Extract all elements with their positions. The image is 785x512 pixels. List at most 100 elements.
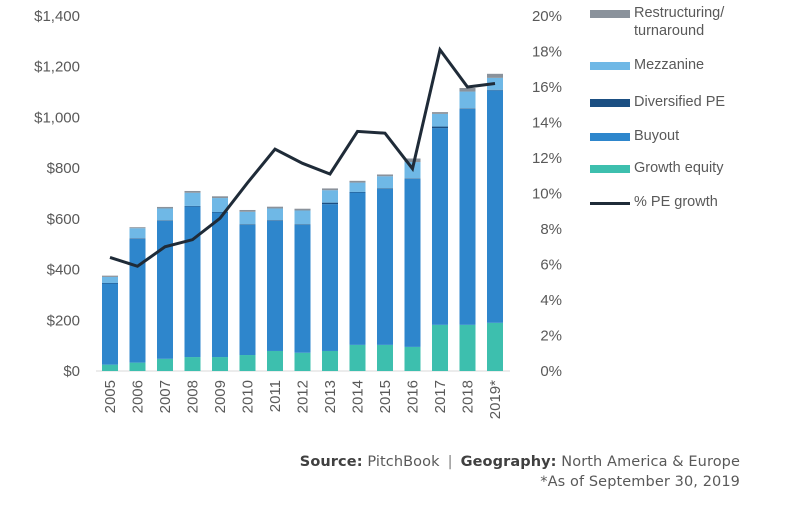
y-tick-label-left: $1,200 <box>34 59 80 76</box>
legend-item-restructuring: Restructuring/ turnaround <box>590 4 774 40</box>
bar-segment-diversified-pe <box>404 178 421 179</box>
bar-segment-buyout <box>377 188 393 345</box>
chart: $0 $200 $400 $600 $800 $1,000 $1,200 $1,400 0% 2… <box>34 8 562 419</box>
bar-segment-buyout <box>102 283 118 365</box>
legend-item-buyout: Buyout <box>590 127 774 145</box>
legend-label: Diversified PE <box>634 94 726 110</box>
bar-segment-growth-equity <box>487 322 503 371</box>
bar-segment-growth-equity <box>102 364 118 371</box>
legend-label: % PE growth <box>634 194 718 210</box>
bar-stack <box>377 174 393 371</box>
bar-stack <box>459 88 476 371</box>
y-tick-label-left: $400 <box>47 262 80 279</box>
legend-label: Buyout <box>634 128 680 144</box>
bar-segment-restructuring-turnaround <box>322 188 338 191</box>
bar-segment-buyout <box>239 224 256 356</box>
bar-stack <box>349 180 366 371</box>
geography-value: North America & Europe <box>561 454 740 470</box>
separator: | <box>447 454 453 470</box>
x-tick-label: 2011 <box>267 380 284 412</box>
bar-segment-diversified-pe <box>294 224 311 225</box>
bar-segment-mezzanine <box>459 91 476 109</box>
legend-item-pe-growth: % PE growth <box>590 193 774 211</box>
bar-segment-buyout <box>294 224 311 353</box>
x-tick-label: 2005 <box>102 380 119 413</box>
bar-segment-diversified-pe <box>157 220 173 221</box>
y-tick-label-right: 18% <box>532 44 562 61</box>
bar-stack <box>184 190 201 371</box>
legend-swatch-diversified-pe <box>590 99 630 107</box>
legend-item-mezzanine: Mezzanine <box>590 56 774 74</box>
bar-segment-diversified-pe <box>129 238 146 239</box>
bar-segment-diversified-pe <box>239 224 256 225</box>
bar-segment-mezzanine <box>184 192 201 206</box>
x-tick-label: 2015 <box>377 380 394 413</box>
y-tick-label-right: 0% <box>540 363 562 380</box>
bar-segment-restructuring-turnaround <box>239 209 256 212</box>
bar-stack <box>157 206 173 371</box>
bar-segment-restructuring-turnaround <box>349 180 366 183</box>
bar-segment-diversified-pe <box>487 89 503 91</box>
bar-segment-restructuring-turnaround <box>459 88 476 92</box>
bars <box>102 73 503 371</box>
y-axis-right: 0% 2% 4% 6% 8% 10% 12% 14% 16% 18% 20% <box>532 8 562 380</box>
bar-segment-mezzanine <box>432 113 448 127</box>
source-line: Source: PitchBook | Geography: North Ameri… <box>300 452 740 472</box>
bar-segment-growth-equity <box>129 362 146 371</box>
bar-segment-restructuring-turnaround <box>184 190 201 193</box>
bar-segment-growth-equity <box>349 344 366 371</box>
y-tick-label-left: $800 <box>47 160 80 177</box>
bar-stack <box>487 73 503 371</box>
bar-stack <box>239 209 256 371</box>
x-axis: 2005 2006 2007 2008 2009 2010 2011 2012 2013 2014… <box>102 380 504 419</box>
legend-line-pe-growth <box>590 202 630 205</box>
y-tick-label-right: 8% <box>540 221 562 238</box>
bar-segment-diversified-pe <box>267 220 283 221</box>
bar-segment-growth-equity <box>432 324 448 371</box>
bar-segment-growth-equity <box>377 344 393 371</box>
date-note: *As of September 30, 2019 <box>540 474 740 490</box>
legend-item-diversified-pe: Diversified PE <box>590 93 774 111</box>
bar-segment-mezzanine <box>157 208 173 221</box>
x-tick-label: 2007 <box>157 380 174 413</box>
x-tick-label: 2010 <box>240 380 257 413</box>
y-axis-left: $0 $200 $400 $600 $800 $1,000 $1,200 $1,400 <box>34 8 80 380</box>
bar-segment-restructuring-turnaround <box>129 227 146 229</box>
bar-segment-restructuring-turnaround <box>404 158 421 163</box>
bar-segment-restructuring-turnaround <box>102 275 118 277</box>
legend-label: Restructuring/ turnaround <box>634 5 725 39</box>
source-footer: Source: PitchBook | Geography: North Ameri… <box>300 452 740 492</box>
bar-segment-restructuring-turnaround <box>487 73 503 78</box>
bar-segment-mezzanine <box>102 276 118 284</box>
bar-segment-diversified-pe <box>102 283 118 284</box>
bar-segment-growth-equity <box>212 357 228 371</box>
bar-stack <box>294 208 311 371</box>
bar-segment-diversified-pe <box>459 108 476 109</box>
legend-swatch-mezzanine <box>590 62 630 70</box>
legend-swatch-growth-equity <box>590 165 630 173</box>
y-tick-label-right: 12% <box>532 150 562 167</box>
bar-segment-buyout <box>459 108 476 325</box>
bar-segment-buyout <box>129 238 146 363</box>
source-label: Source: <box>299 454 363 470</box>
bar-segment-growth-equity <box>404 346 421 371</box>
bar-segment-buyout <box>184 206 201 358</box>
bar-segment-buyout <box>267 220 283 351</box>
bar-segment-buyout <box>212 212 228 358</box>
bar-segment-restructuring-turnaround <box>294 208 311 211</box>
bar-segment-mezzanine <box>322 190 338 203</box>
bar-segment-diversified-pe <box>432 126 448 129</box>
bar-stack <box>102 275 118 371</box>
bar-segment-mezzanine <box>377 176 393 189</box>
bar-segment-diversified-pe <box>212 212 228 213</box>
bar-segment-diversified-pe <box>184 205 201 207</box>
y-tick-label-left: $1,400 <box>34 8 80 25</box>
bar-segment-restructuring-turnaround <box>267 206 283 209</box>
legend-label: Growth equity <box>634 160 724 176</box>
x-tick-label: 2016 <box>405 380 422 413</box>
line-series <box>109 46 496 268</box>
x-tick-label: 2014 <box>350 380 367 413</box>
bar-segment-restructuring-turnaround <box>212 196 228 199</box>
source-value: PitchBook <box>367 454 440 470</box>
bar-segment-buyout <box>432 128 448 325</box>
